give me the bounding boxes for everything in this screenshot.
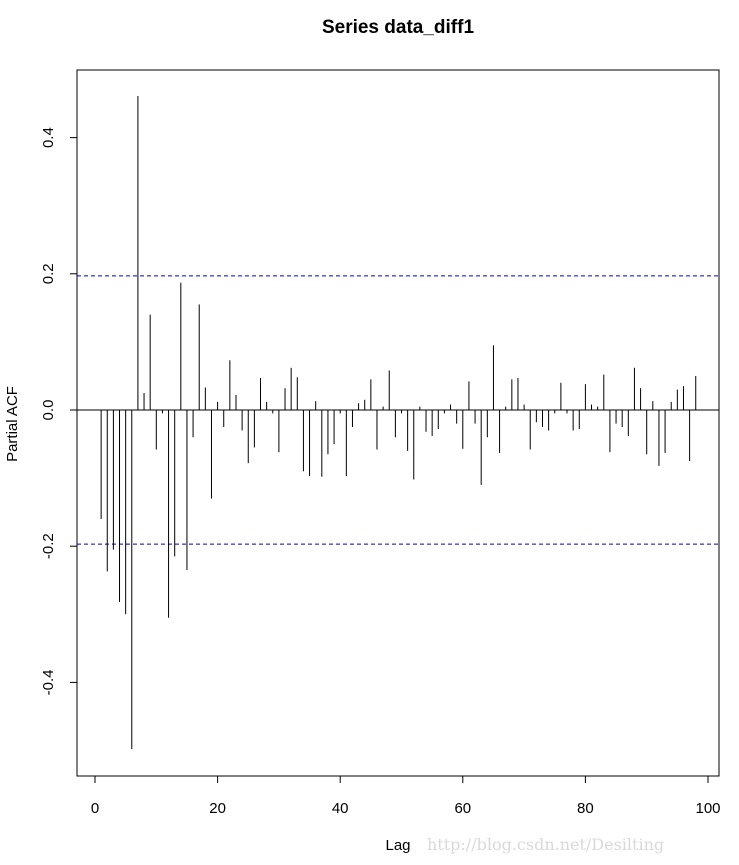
x-tick-label: 60: [454, 800, 471, 817]
x-tick-label: 0: [91, 800, 99, 817]
y-tick-label: -0.2: [40, 533, 57, 559]
x-tick-label: 80: [577, 800, 594, 817]
x-tick-label: 100: [695, 800, 720, 817]
y-tick-label: 0.4: [40, 127, 57, 148]
watermark: http://blog.csdn.net/Desilting: [427, 835, 664, 854]
x-axis-label: Lag: [385, 837, 410, 854]
y-axis: -0.4 -0.2 0.0 0.2 0.4: [40, 127, 78, 695]
chart-title: Series data_diff1: [322, 17, 474, 38]
y-axis-label: Partial ACF: [4, 386, 21, 462]
pacf-bars: [100, 96, 697, 750]
y-tick-label: 0.2: [40, 263, 57, 284]
x-tick-label: 20: [209, 800, 226, 817]
y-tick-label: -0.4: [40, 669, 57, 695]
x-axis: 0 20 40 60 80 100: [91, 775, 721, 817]
y-tick-label: 0.0: [40, 400, 57, 421]
plot-frame: [76, 69, 720, 777]
x-tick-label: 40: [332, 800, 349, 817]
